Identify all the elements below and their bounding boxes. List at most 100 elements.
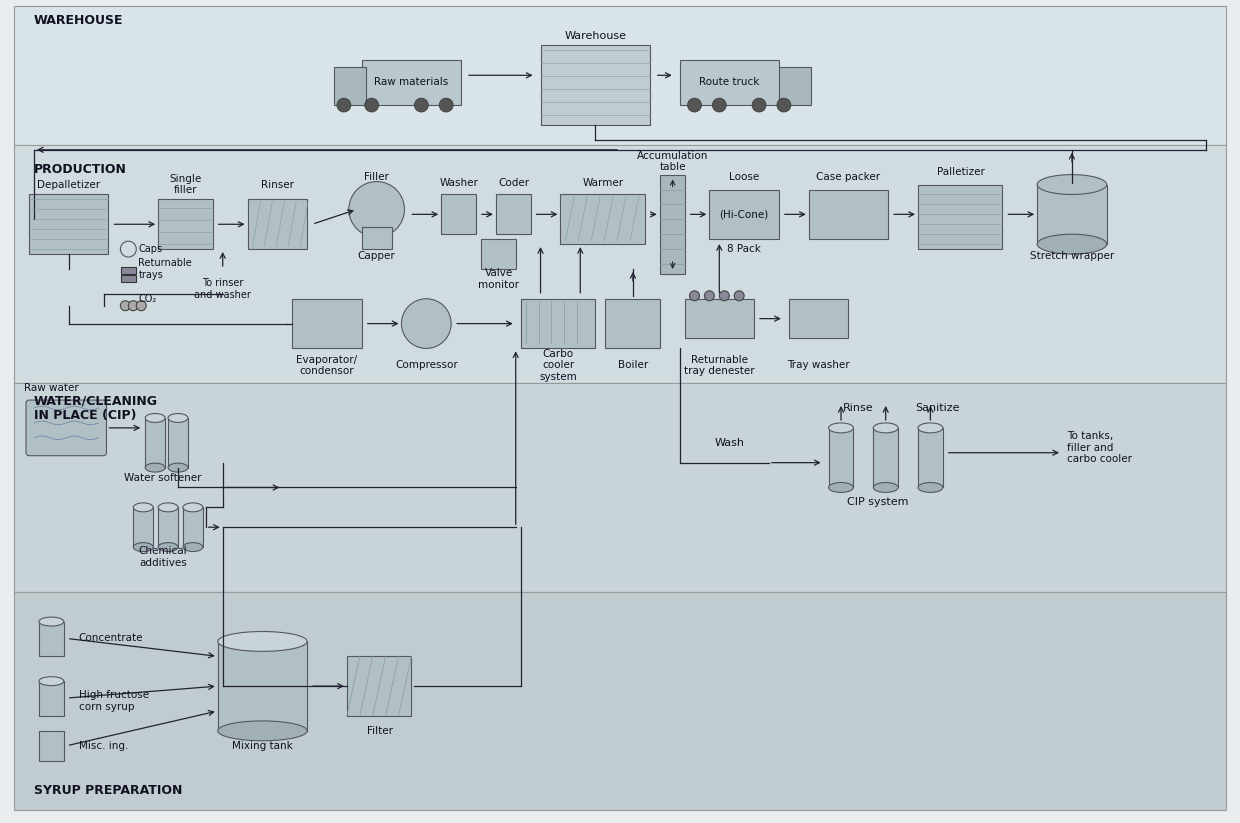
- Bar: [347, 656, 412, 716]
- Bar: [660, 174, 684, 274]
- FancyBboxPatch shape: [26, 400, 107, 456]
- Text: (Hi-Cone): (Hi-Cone): [719, 209, 769, 220]
- Text: Stretch wrapper: Stretch wrapper: [1029, 251, 1114, 261]
- Bar: [1037, 184, 1106, 244]
- Text: Wash: Wash: [714, 438, 744, 448]
- Ellipse shape: [134, 542, 154, 551]
- Text: SYRUP PREPARATION: SYRUP PREPARATION: [33, 784, 182, 797]
- Text: CO₂: CO₂: [139, 294, 156, 304]
- Ellipse shape: [184, 542, 203, 551]
- Text: Loose: Loose: [729, 172, 759, 182]
- Bar: [159, 199, 213, 249]
- Text: Filler: Filler: [365, 172, 389, 182]
- Bar: [362, 227, 392, 249]
- Circle shape: [712, 98, 727, 112]
- Bar: [14, 145, 1226, 384]
- Text: Coder: Coder: [498, 178, 529, 188]
- Text: Case packer: Case packer: [816, 172, 880, 182]
- Text: PRODUCTION: PRODUCTION: [33, 163, 126, 176]
- Bar: [779, 67, 811, 105]
- Bar: [38, 731, 63, 760]
- Text: Water softener: Water softener: [124, 472, 202, 482]
- Bar: [334, 67, 366, 105]
- Ellipse shape: [169, 413, 188, 422]
- Ellipse shape: [134, 503, 154, 512]
- Text: Compressor: Compressor: [396, 360, 458, 370]
- Bar: [134, 507, 154, 547]
- Text: Raw materials: Raw materials: [374, 77, 449, 87]
- Text: Warehouse: Warehouse: [564, 30, 626, 40]
- Circle shape: [136, 300, 146, 311]
- Bar: [441, 194, 476, 235]
- Text: High fructose
corn syrup: High fructose corn syrup: [78, 690, 149, 712]
- Ellipse shape: [218, 631, 308, 651]
- Ellipse shape: [159, 503, 179, 512]
- Circle shape: [777, 98, 791, 112]
- Bar: [541, 45, 650, 125]
- Text: Misc. ing.: Misc. ing.: [78, 741, 128, 751]
- Ellipse shape: [145, 413, 165, 422]
- Text: Evaporator/
condensor: Evaporator/ condensor: [296, 355, 357, 376]
- Bar: [145, 418, 165, 467]
- Bar: [496, 194, 531, 235]
- Text: Filter: Filter: [367, 726, 393, 736]
- Text: Returnable
trays: Returnable trays: [139, 258, 192, 280]
- Bar: [38, 681, 63, 716]
- Ellipse shape: [918, 482, 942, 492]
- Ellipse shape: [38, 617, 63, 626]
- Text: Route truck: Route truck: [699, 77, 759, 87]
- Bar: [521, 299, 595, 348]
- Circle shape: [687, 98, 702, 112]
- Ellipse shape: [1037, 235, 1106, 254]
- Circle shape: [402, 299, 451, 348]
- Bar: [828, 428, 853, 487]
- Bar: [184, 507, 203, 547]
- Bar: [873, 428, 898, 487]
- Text: Sanitize: Sanitize: [915, 403, 960, 413]
- Bar: [169, 418, 188, 467]
- Text: CIP system: CIP system: [847, 497, 909, 508]
- Text: Mixing tank: Mixing tank: [232, 741, 293, 751]
- Text: Rinse: Rinse: [843, 403, 874, 413]
- Text: Concentrate: Concentrate: [78, 634, 143, 644]
- Text: Returnable
tray denester: Returnable tray denester: [684, 355, 755, 376]
- Ellipse shape: [184, 503, 203, 512]
- Text: Capper: Capper: [358, 251, 396, 261]
- Bar: [808, 189, 888, 239]
- Text: Raw water: Raw water: [24, 384, 79, 393]
- Text: To rinser
and washer: To rinser and washer: [195, 278, 252, 300]
- Text: Rinser: Rinser: [260, 179, 294, 189]
- Text: 8 Pack: 8 Pack: [727, 244, 761, 254]
- Bar: [293, 299, 362, 348]
- Circle shape: [129, 300, 139, 311]
- Bar: [14, 384, 1226, 592]
- Text: Carbo
cooler
system: Carbo cooler system: [539, 349, 578, 382]
- Circle shape: [734, 291, 744, 300]
- Bar: [248, 199, 308, 249]
- Ellipse shape: [873, 423, 898, 433]
- Ellipse shape: [828, 482, 853, 492]
- Text: Warmer: Warmer: [583, 178, 624, 188]
- Ellipse shape: [159, 542, 179, 551]
- Bar: [122, 267, 136, 274]
- Bar: [159, 507, 179, 547]
- Text: Boiler: Boiler: [618, 360, 649, 370]
- Circle shape: [337, 98, 351, 112]
- Bar: [918, 428, 942, 487]
- Circle shape: [753, 98, 766, 112]
- Bar: [680, 60, 779, 105]
- Circle shape: [414, 98, 428, 112]
- Circle shape: [348, 182, 404, 237]
- Text: Washer: Washer: [440, 178, 479, 188]
- Circle shape: [365, 98, 378, 112]
- Text: Valve
monitor: Valve monitor: [479, 268, 520, 290]
- Text: Depalletizer: Depalletizer: [37, 179, 100, 189]
- Bar: [362, 60, 461, 105]
- Bar: [38, 621, 63, 656]
- Ellipse shape: [1037, 174, 1106, 194]
- Bar: [709, 189, 779, 239]
- Ellipse shape: [38, 677, 63, 686]
- Text: WAREHOUSE: WAREHOUSE: [33, 14, 124, 27]
- Bar: [14, 6, 1226, 145]
- Text: Accumulation
table: Accumulation table: [637, 151, 708, 173]
